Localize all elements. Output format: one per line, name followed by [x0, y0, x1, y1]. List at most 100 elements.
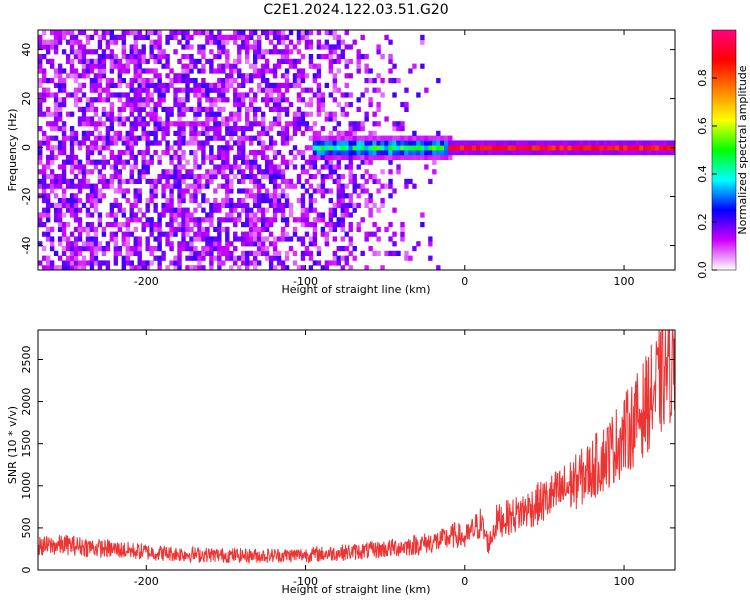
heatmap-cell	[109, 174, 115, 180]
heatmap-cell	[153, 54, 158, 60]
heatmap-cell	[89, 102, 95, 108]
heatmap-cell	[129, 121, 134, 127]
heatmap-cell	[245, 34, 250, 40]
heatmap-cell	[583, 140, 588, 146]
heatmap-cell	[129, 102, 134, 108]
heatmap-cell	[133, 226, 138, 232]
heatmap-cell	[404, 87, 409, 93]
heatmap-cell	[320, 102, 326, 108]
heatmap-cell	[193, 63, 198, 69]
heatmap-cell	[217, 265, 222, 271]
heatmap-cell	[252, 159, 258, 165]
heatmap-cell	[336, 202, 341, 208]
heatmap-cell	[69, 92, 75, 98]
heatmap-cell	[268, 49, 274, 55]
heatmap-cell	[121, 34, 126, 40]
heatmap-cell	[41, 255, 47, 261]
heatmap-cell	[237, 126, 242, 132]
heatmap-cell	[324, 82, 330, 88]
heatmap-cell	[260, 236, 266, 242]
heatmap-cell	[133, 193, 138, 199]
heatmap-cell	[444, 140, 449, 146]
heatmap-cell	[651, 145, 656, 151]
heatmap-cell	[213, 236, 218, 242]
heatmap-cell	[623, 145, 628, 151]
heatmap-cell	[245, 116, 250, 122]
heatmap-cell	[73, 102, 79, 108]
heatmap-cell	[113, 34, 119, 40]
heatmap-cell	[197, 260, 202, 266]
heatmap-cell	[229, 126, 234, 132]
heatmap-cell	[368, 78, 373, 84]
heatmap-cell	[372, 250, 377, 256]
heatmap-cell	[109, 106, 115, 112]
heatmap-cell	[57, 212, 63, 218]
colorbar-tick-label: 0.6	[696, 117, 709, 135]
heatmap-cell	[101, 159, 107, 165]
heatmap-cell	[328, 111, 334, 117]
heatmap-cell	[177, 250, 182, 256]
heatmap-cell	[233, 217, 238, 223]
heatmap-cell	[245, 154, 250, 160]
heatmap-cell	[440, 140, 445, 146]
heatmap-cell	[241, 250, 246, 256]
heatmap-cell	[328, 169, 334, 175]
heatmap-cell	[65, 246, 71, 252]
heatmap-cell	[57, 178, 63, 184]
heatmap-cell	[631, 150, 636, 156]
heatmap-cell	[53, 111, 59, 117]
heatmap-cell	[45, 49, 51, 55]
heatmap-cell	[252, 260, 258, 266]
heatmap-cell	[149, 140, 154, 146]
heatmap-cell	[101, 246, 107, 252]
heatmap-cell	[189, 58, 194, 64]
heatmap-cell	[519, 150, 525, 156]
heatmap-cell	[133, 212, 138, 218]
heatmap-cell	[328, 174, 334, 180]
heatmap-cell	[165, 63, 170, 69]
heatmap-cell	[308, 54, 314, 60]
heatmap-cell	[352, 140, 357, 146]
heatmap-cell	[121, 241, 126, 247]
heatmap-cell	[69, 30, 75, 36]
heatmap-cell	[97, 82, 103, 88]
heatmap-cell	[595, 150, 600, 156]
heatmap-cell	[137, 49, 142, 55]
heatmap-cell	[73, 193, 79, 199]
heatmap-cell	[101, 87, 107, 93]
heatmap-cell	[300, 241, 306, 247]
heatmap-cell	[356, 58, 361, 64]
heatmap-cell	[57, 145, 63, 151]
heatmap-cell	[372, 121, 377, 127]
heatmap-cell	[225, 236, 230, 242]
heatmap-cell	[308, 154, 314, 160]
heatmap-cell	[38, 54, 43, 60]
heatmap-cell	[217, 183, 222, 189]
heatmap-cell	[344, 212, 349, 218]
heatmap-cell	[336, 58, 341, 64]
heatmap-cell	[57, 126, 63, 132]
heatmap-cell	[268, 231, 274, 237]
heatmap-cell	[284, 82, 290, 88]
heatmap-cell	[85, 193, 91, 199]
heatmap-cell	[324, 39, 330, 45]
heatmap-cell	[137, 78, 142, 84]
heatmap-cell	[69, 73, 75, 79]
heatmap-cell	[45, 78, 51, 84]
heatmap-cell	[599, 150, 604, 156]
heatmap-cell	[225, 58, 230, 64]
heatmap-cell	[336, 68, 341, 74]
heatmap-cell	[372, 78, 377, 84]
heatmap-cell	[245, 265, 250, 271]
heatmap-cell	[129, 140, 134, 146]
heatmap-cell	[340, 145, 345, 151]
colorbar-label: Normalized spectral amplitude	[736, 65, 749, 234]
heatmap-cell	[436, 130, 441, 136]
heatmap-cell	[129, 106, 134, 112]
heatmap-cell	[252, 121, 258, 127]
heatmap-cell	[38, 154, 43, 160]
heatmap-cell	[209, 97, 214, 103]
heatmap-cell	[344, 246, 349, 252]
heatmap-cell	[137, 82, 142, 88]
heatmap-cell	[655, 140, 660, 146]
